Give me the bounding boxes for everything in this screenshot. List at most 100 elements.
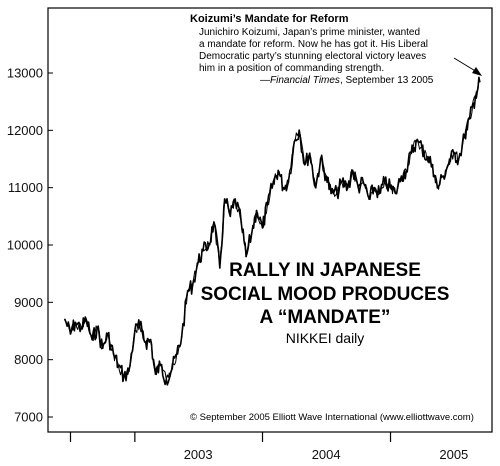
data-point — [117, 364, 120, 367]
x-tick-label: 2005 — [439, 447, 468, 462]
data-point — [133, 330, 136, 332]
data-point — [159, 364, 162, 367]
plot-frame — [47, 7, 493, 433]
data-point — [91, 338, 94, 341]
annotation-line: Democratic party’s stunning electoral vi… — [199, 51, 426, 62]
source-dash: — — [260, 75, 270, 86]
data-point — [303, 163, 306, 166]
y-tick-label: 7000 — [14, 410, 43, 425]
data-point — [197, 261, 200, 264]
data-point — [69, 333, 72, 335]
data-point — [112, 353, 115, 355]
data-point — [202, 249, 204, 252]
data-point — [415, 140, 417, 143]
data-point — [293, 140, 296, 143]
data-point — [282, 186, 285, 189]
price-series — [64, 76, 481, 386]
chart-subtitle: NIKKEI daily — [286, 330, 365, 346]
data-point — [240, 221, 243, 224]
data-point — [442, 175, 445, 178]
source-publication: Financial Times — [270, 75, 340, 86]
data-point — [229, 215, 232, 218]
y-tick-label: 10000 — [7, 238, 43, 253]
data-point — [287, 181, 290, 183]
data-point — [346, 186, 349, 189]
data-point — [175, 353, 178, 355]
x-tick-label: 2003 — [184, 447, 213, 462]
data-point — [101, 347, 104, 350]
annotation-line: a mandate for reform. Now he has got it.… — [199, 39, 428, 50]
data-point — [400, 175, 403, 178]
data-point — [298, 129, 301, 132]
annotation-box: Koizumi’s Mandate for Reform Junichiro K… — [190, 13, 482, 86]
data-point — [405, 169, 408, 172]
data-point — [468, 118, 471, 120]
data-point — [357, 186, 360, 189]
data-point — [431, 163, 434, 166]
data-point — [123, 376, 125, 378]
data-point — [308, 152, 311, 155]
data-point — [421, 146, 423, 149]
x-axis: 2003 2004 2005 — [69, 432, 468, 462]
data-point — [341, 181, 343, 183]
data-point — [255, 209, 258, 212]
data-point — [170, 370, 173, 372]
data-point — [389, 186, 392, 189]
data-point — [154, 373, 157, 375]
annotation-arrow-head — [472, 67, 482, 76]
data-point — [85, 318, 88, 321]
data-point — [138, 324, 141, 327]
data-point — [186, 290, 189, 292]
x-tick-label: 2004 — [312, 447, 341, 462]
title-line-2: SOCIAL MOOD PRODUCES — [201, 284, 450, 305]
data-point — [144, 341, 147, 344]
chart-title: RALLY IN JAPANESE SOCIAL MOOD PRODUCES A… — [201, 260, 450, 346]
data-point — [373, 186, 375, 189]
data-point — [213, 221, 215, 224]
data-point — [208, 244, 210, 246]
annotation-source: —Financial Times, September 13 2005 — [260, 75, 434, 86]
data-point — [149, 338, 152, 341]
data-point — [410, 152, 413, 155]
data-point — [325, 175, 328, 178]
annotation-title: Koizumi’s Mandate for Reform — [190, 13, 349, 25]
data-point — [266, 204, 269, 206]
y-tick-label: 13000 — [7, 66, 43, 81]
data-point — [223, 198, 226, 201]
y-tick-label: 12000 — [7, 123, 43, 138]
data-point — [250, 232, 253, 235]
data-point — [447, 163, 450, 166]
data-point — [463, 135, 466, 138]
data-point — [362, 181, 365, 183]
data-point — [218, 267, 221, 269]
data-point — [80, 327, 83, 329]
source-date: , September 13 2005 — [340, 75, 434, 86]
data-point — [452, 152, 455, 155]
data-point — [383, 181, 386, 183]
data-point — [314, 186, 317, 189]
data-point — [330, 192, 332, 195]
plot-border — [47, 7, 493, 433]
data-point — [234, 198, 237, 201]
data-point — [436, 186, 439, 189]
y-tick-label: 9000 — [14, 295, 43, 310]
data-point — [457, 158, 460, 160]
data-point — [261, 226, 264, 229]
data-point — [74, 321, 77, 324]
title-line-1: RALLY IN JAPANESE — [229, 260, 421, 281]
data-point — [351, 169, 354, 172]
y-tick-label: 11000 — [8, 180, 43, 195]
annotation-line: him in a position of commanding strength… — [199, 63, 384, 74]
data-point — [336, 192, 338, 195]
series-line-close — [64, 79, 481, 381]
data-point — [368, 198, 371, 201]
data-point — [245, 255, 248, 258]
data-point — [96, 327, 98, 329]
data-point — [127, 370, 130, 372]
annotation-arrow-line — [453, 57, 478, 73]
data-point — [180, 335, 183, 338]
data-point — [474, 95, 477, 97]
data-point — [277, 169, 280, 172]
title-line-3: A “MANDATE” — [260, 307, 391, 328]
